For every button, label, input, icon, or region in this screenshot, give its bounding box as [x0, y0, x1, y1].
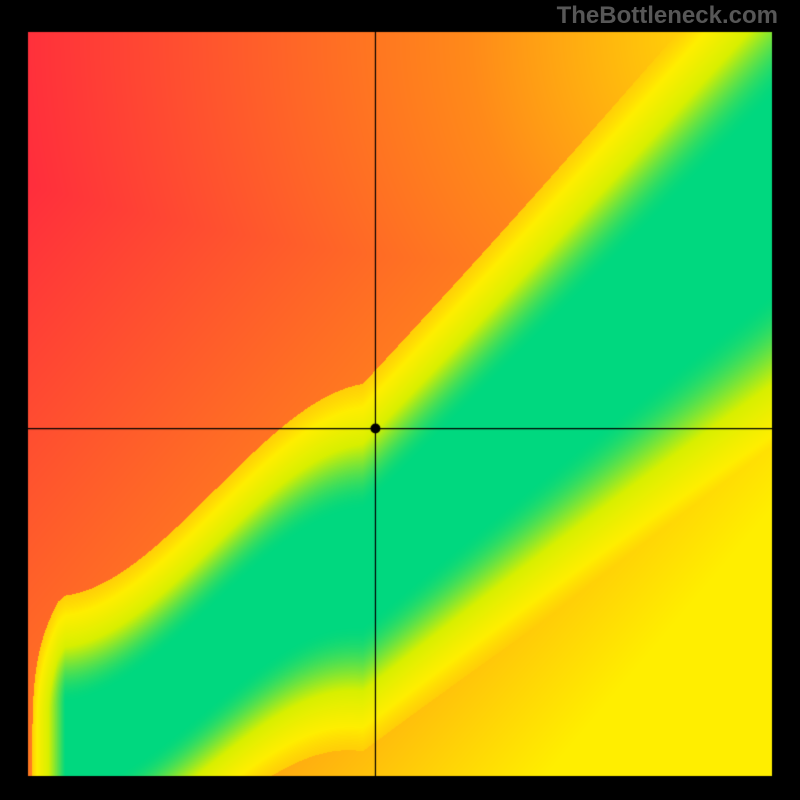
chart-container: { "attribution": { "text": "TheBottlenec…	[0, 0, 800, 800]
attribution-text: TheBottleneck.com	[557, 2, 778, 30]
bottleneck-heatmap	[0, 0, 800, 800]
